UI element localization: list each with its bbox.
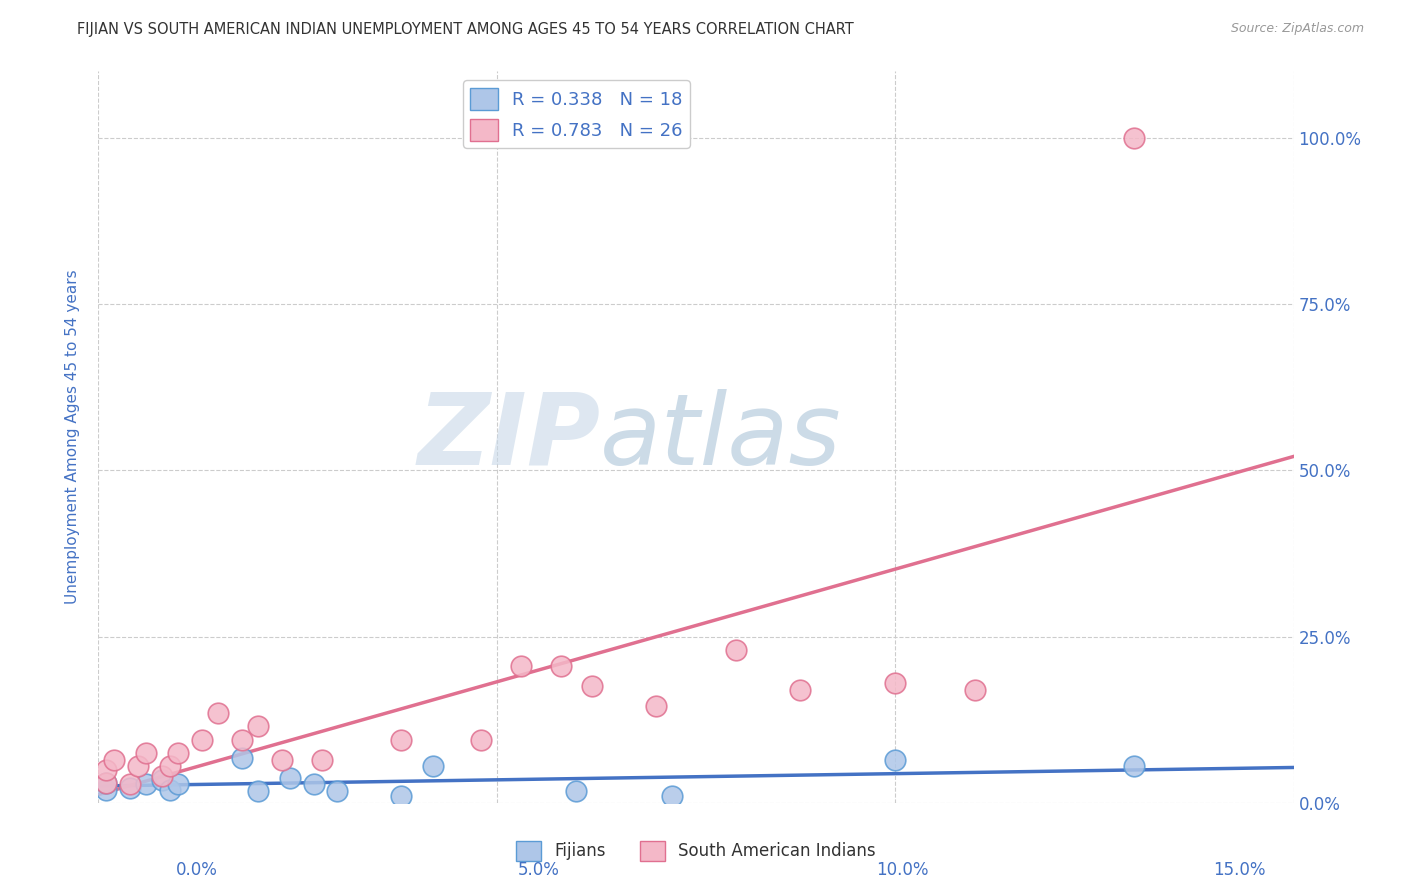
Point: [207, 706, 229, 720]
Legend: Fijians, South American Indians: Fijians, South American Indians: [510, 834, 882, 868]
Point: [509, 659, 531, 673]
Point: [231, 750, 253, 764]
Point: [96, 763, 118, 777]
Text: Source: ZipAtlas.com: Source: ZipAtlas.com: [1230, 22, 1364, 36]
Point: [389, 732, 412, 747]
Point: [1123, 759, 1146, 773]
Point: [191, 732, 214, 747]
Point: [789, 682, 811, 697]
Point: [246, 719, 269, 733]
Text: FIJIAN VS SOUTH AMERICAN INDIAN UNEMPLOYMENT AMONG AGES 45 TO 54 YEARS CORRELATI: FIJIAN VS SOUTH AMERICAN INDIAN UNEMPLOY…: [77, 22, 853, 37]
Point: [127, 759, 149, 773]
Point: [565, 784, 588, 798]
Point: [1123, 131, 1146, 145]
Point: [103, 753, 125, 767]
Point: [120, 781, 142, 796]
Point: [96, 776, 118, 790]
Point: [470, 732, 492, 747]
Point: [389, 789, 412, 804]
Point: [150, 769, 173, 783]
Point: [311, 753, 333, 767]
Point: [302, 777, 325, 791]
Text: 15.0%: 15.0%: [1213, 861, 1265, 879]
Point: [135, 777, 157, 791]
Point: [884, 753, 907, 767]
Point: [246, 784, 269, 798]
Point: [159, 782, 181, 797]
Text: 0.0%: 0.0%: [176, 861, 218, 879]
Point: [645, 699, 668, 714]
Point: [661, 789, 683, 804]
Y-axis label: Unemployment Among Ages 45 to 54 years: Unemployment Among Ages 45 to 54 years: [65, 269, 80, 605]
Point: [270, 753, 292, 767]
Point: [326, 784, 349, 798]
Point: [884, 676, 907, 690]
Point: [96, 776, 118, 790]
Text: 10.0%: 10.0%: [876, 861, 928, 879]
Point: [278, 771, 301, 785]
Point: [550, 659, 572, 673]
Point: [120, 777, 142, 791]
Point: [150, 772, 173, 787]
Point: [167, 777, 190, 791]
Text: 5.0%: 5.0%: [517, 861, 560, 879]
Text: ZIP: ZIP: [418, 389, 600, 485]
Point: [724, 643, 747, 657]
Point: [422, 759, 444, 773]
Point: [963, 682, 986, 697]
Point: [96, 782, 118, 797]
Point: [159, 759, 181, 773]
Point: [231, 732, 253, 747]
Text: atlas: atlas: [600, 389, 842, 485]
Point: [135, 746, 157, 760]
Point: [581, 680, 603, 694]
Point: [167, 746, 190, 760]
